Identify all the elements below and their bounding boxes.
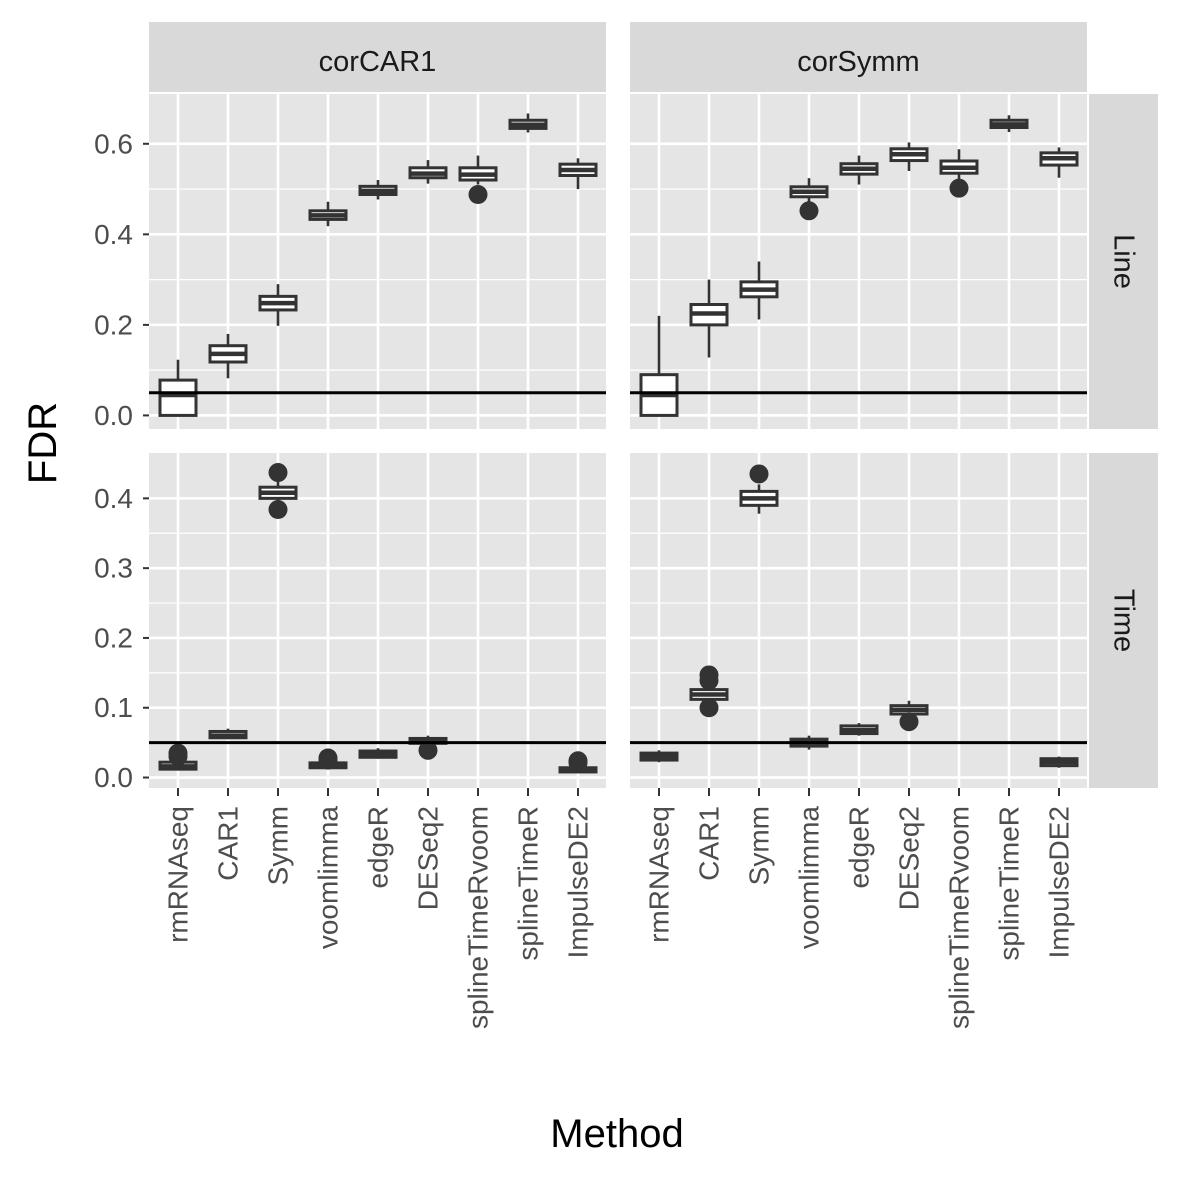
facet-strip-label-corSymm: corSymm bbox=[797, 46, 919, 78]
facet-strip-label-Time: Time bbox=[1108, 589, 1140, 652]
y-tick-label-time: 0.2 bbox=[94, 622, 133, 653]
y-tick-label-line: 0.2 bbox=[94, 309, 133, 340]
x-axis-title: Method bbox=[550, 1112, 683, 1156]
y-tick-label-line: 0.4 bbox=[94, 219, 133, 250]
facet-strip-label-Line: Line bbox=[1108, 234, 1140, 289]
x-tick-label-splineTimeR: splineTimeR bbox=[513, 806, 544, 961]
x-tick-label-CAR1: CAR1 bbox=[694, 806, 725, 881]
outlier-point bbox=[268, 500, 288, 520]
x-tick-label-rmRNAseq: rmRNAseq bbox=[163, 806, 194, 943]
outlier-point bbox=[699, 671, 719, 691]
facet-strip-corCAR1 bbox=[149, 22, 606, 92]
x-tick-label-ImpulseDE2: ImpulseDE2 bbox=[563, 806, 594, 959]
y-tick-label-time: 0.0 bbox=[94, 762, 133, 793]
x-tick-label-DESeq2: DESeq2 bbox=[413, 806, 444, 910]
x-tick-label-voomlimma: voomlimma bbox=[794, 806, 825, 950]
x-tick-label-Symm: Symm bbox=[744, 806, 775, 885]
outlier-point bbox=[468, 185, 488, 204]
outlier-point bbox=[749, 464, 769, 484]
y-tick-label-time: 0.1 bbox=[94, 692, 133, 723]
x-tick-label-CAR1: CAR1 bbox=[213, 806, 244, 881]
facet-strip-label-corCAR1: corCAR1 bbox=[319, 46, 437, 78]
box-rmRNAseq bbox=[158, 378, 198, 417]
y-tick-label-time: 0.3 bbox=[94, 553, 133, 584]
y-tick-label-time: 0.4 bbox=[94, 483, 133, 514]
x-tick-label-ImpulseDE2: ImpulseDE2 bbox=[1044, 806, 1075, 959]
x-tick-label-DESeq2: DESeq2 bbox=[894, 806, 925, 910]
outlier-point bbox=[899, 712, 919, 732]
facet-strip-Line bbox=[1089, 94, 1158, 429]
outlier-point bbox=[799, 201, 819, 221]
outlier-point bbox=[568, 753, 588, 773]
facet-strip-corSymm bbox=[630, 22, 1087, 92]
outlier-point bbox=[268, 463, 288, 483]
facet-strip-Time bbox=[1089, 453, 1158, 788]
y-tick-label-line: 0.0 bbox=[94, 400, 133, 431]
outlier-point bbox=[699, 698, 719, 718]
x-tick-label-edgeR: edgeR bbox=[844, 806, 875, 889]
x-tick-label-edgeR: edgeR bbox=[363, 806, 394, 889]
x-tick-label-splineTimeRvoom: splineTimeRvoom bbox=[944, 806, 975, 1029]
outlier-point bbox=[168, 747, 188, 767]
x-tick-label-splineTimeRvoom: splineTimeRvoom bbox=[463, 806, 494, 1029]
outlier-point bbox=[318, 750, 338, 770]
x-tick-label-voomlimma: voomlimma bbox=[313, 806, 344, 950]
x-tick-label-rmRNAseq: rmRNAseq bbox=[644, 806, 675, 943]
y-axis-title: FDR bbox=[21, 402, 65, 484]
outlier-point bbox=[418, 740, 438, 760]
x-tick-label-Symm: Symm bbox=[263, 806, 294, 885]
y-tick-label-line: 0.6 bbox=[94, 128, 133, 159]
outlier-point bbox=[949, 178, 969, 198]
x-tick-label-splineTimeR: splineTimeR bbox=[994, 806, 1025, 961]
